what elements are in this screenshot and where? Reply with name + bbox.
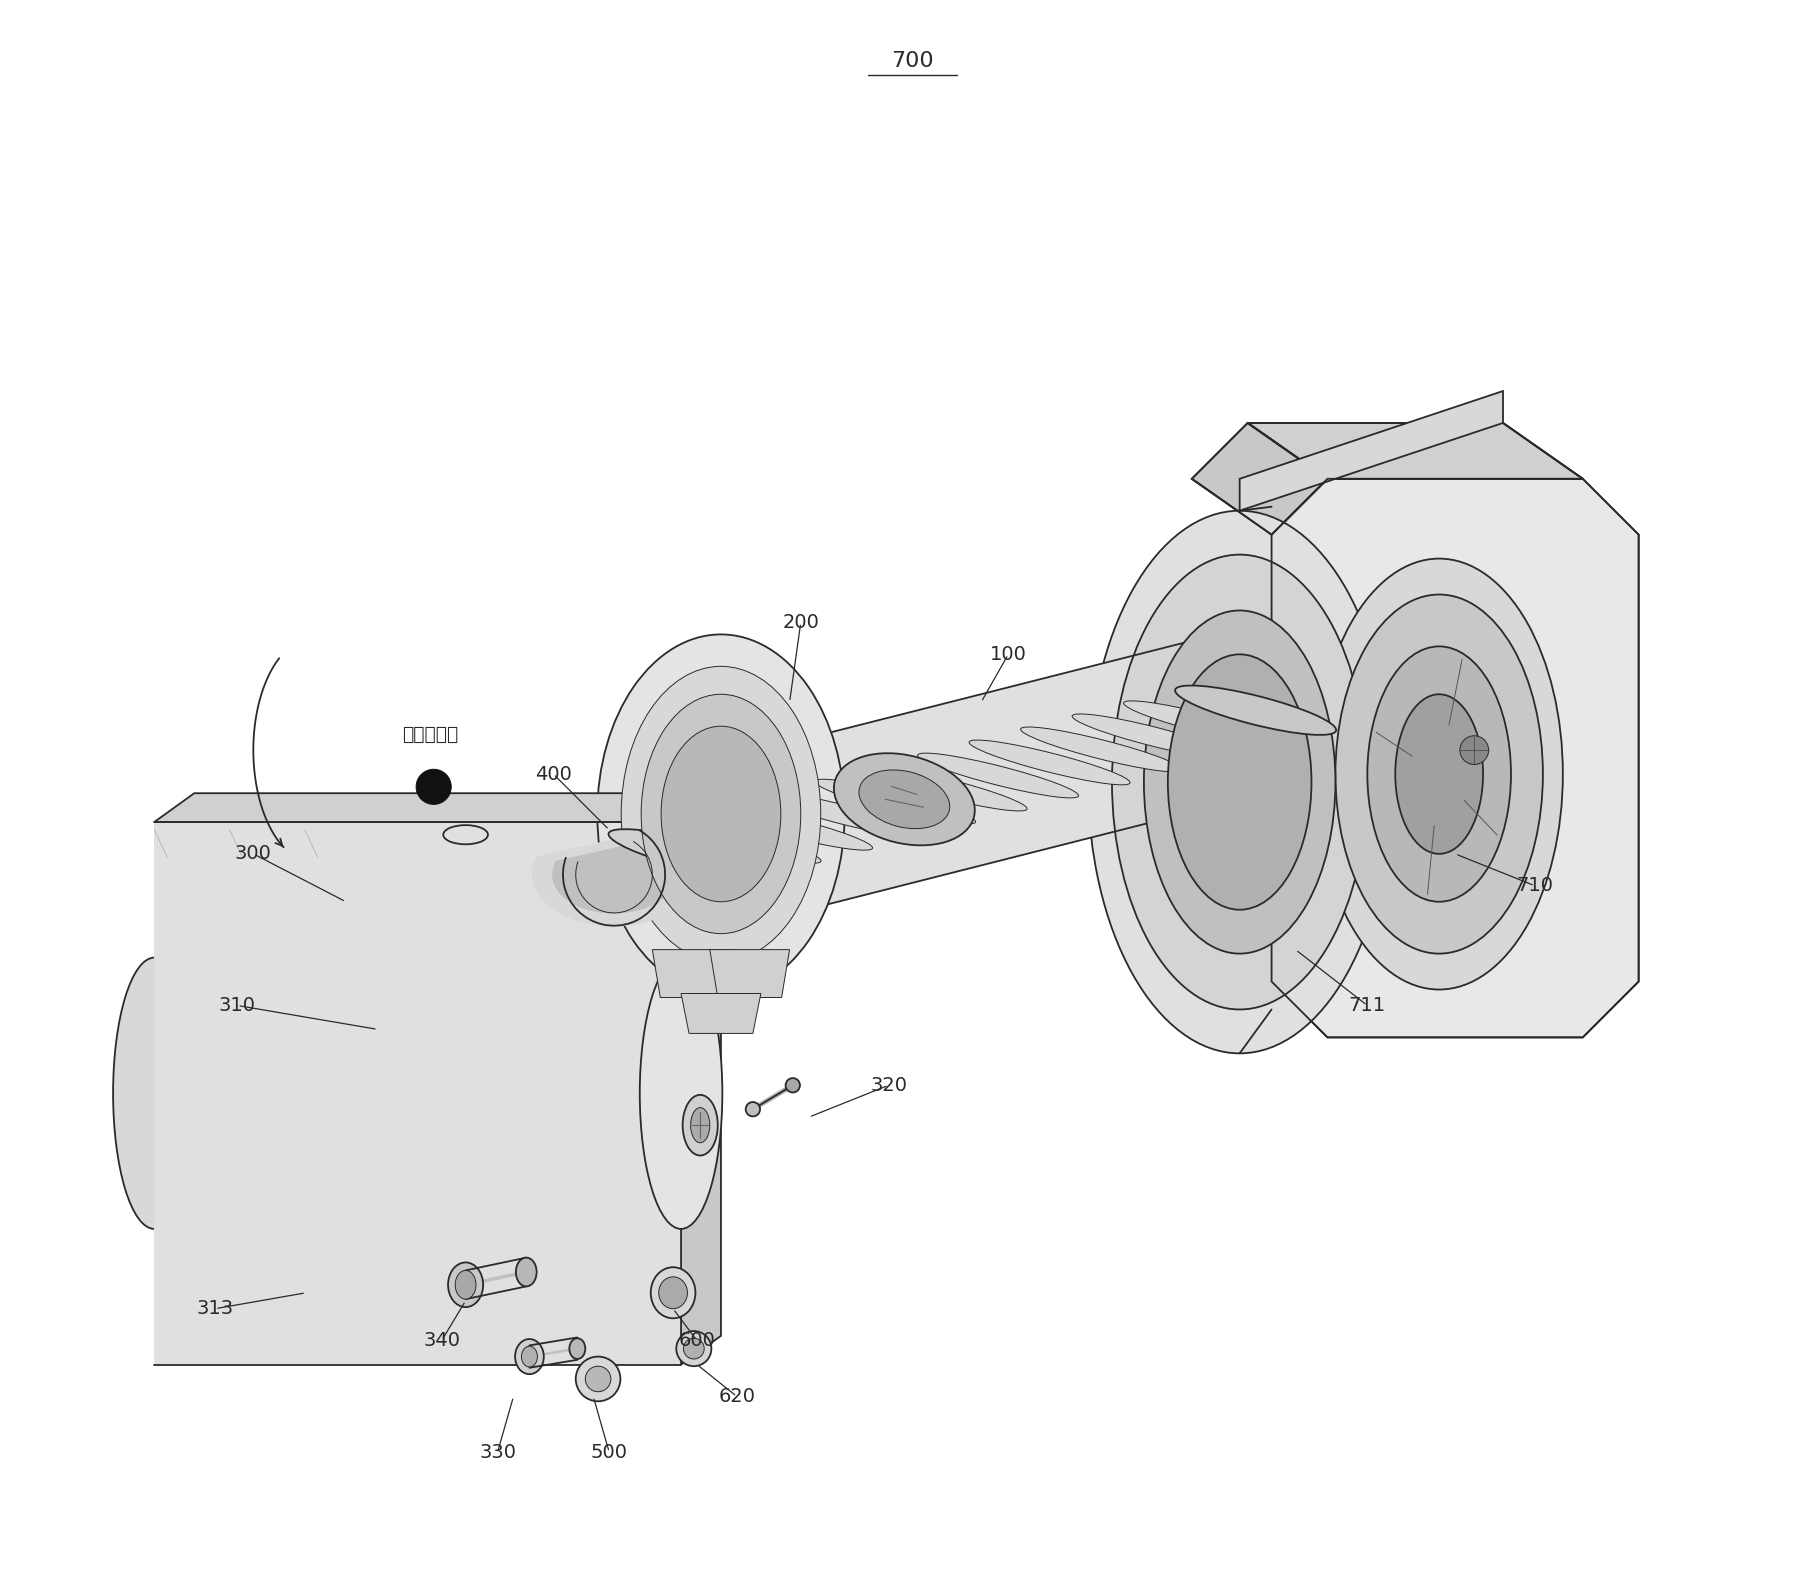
- Polygon shape: [154, 793, 722, 822]
- Polygon shape: [554, 841, 675, 913]
- Polygon shape: [1192, 423, 1328, 535]
- Text: 400: 400: [535, 764, 572, 784]
- Ellipse shape: [1020, 728, 1181, 772]
- Ellipse shape: [1460, 736, 1489, 764]
- Text: 500: 500: [592, 1443, 628, 1462]
- Ellipse shape: [1395, 694, 1483, 854]
- Polygon shape: [154, 822, 680, 1365]
- Ellipse shape: [114, 958, 195, 1229]
- Ellipse shape: [691, 1108, 709, 1143]
- Polygon shape: [680, 993, 762, 1034]
- Text: 711: 711: [1350, 996, 1386, 1015]
- Ellipse shape: [640, 958, 722, 1229]
- Polygon shape: [669, 630, 1275, 934]
- Ellipse shape: [1073, 713, 1234, 758]
- Ellipse shape: [1315, 559, 1563, 990]
- Text: 313: 313: [197, 1299, 233, 1318]
- Text: 340: 340: [423, 1331, 459, 1350]
- Text: 100: 100: [990, 645, 1028, 664]
- Text: 620: 620: [718, 1387, 756, 1406]
- Ellipse shape: [575, 1357, 620, 1401]
- Ellipse shape: [1368, 646, 1511, 902]
- Ellipse shape: [660, 819, 821, 863]
- Ellipse shape: [620, 667, 821, 961]
- Ellipse shape: [745, 1101, 760, 1117]
- Text: 600: 600: [678, 1331, 715, 1350]
- Polygon shape: [1248, 423, 1583, 479]
- Ellipse shape: [608, 830, 769, 878]
- Ellipse shape: [917, 753, 1078, 798]
- Ellipse shape: [867, 766, 1028, 811]
- Ellipse shape: [785, 1079, 800, 1092]
- Ellipse shape: [814, 779, 975, 824]
- Text: 310: 310: [219, 996, 255, 1015]
- Ellipse shape: [711, 806, 872, 851]
- Ellipse shape: [1113, 554, 1368, 1009]
- Ellipse shape: [1176, 686, 1337, 734]
- Ellipse shape: [449, 1262, 483, 1307]
- Text: 320: 320: [870, 1076, 906, 1095]
- Ellipse shape: [1143, 611, 1335, 953]
- Ellipse shape: [1087, 511, 1391, 1053]
- Polygon shape: [1239, 391, 1503, 511]
- Ellipse shape: [682, 1095, 718, 1156]
- Ellipse shape: [456, 1270, 476, 1299]
- Ellipse shape: [684, 1337, 704, 1358]
- Ellipse shape: [763, 792, 924, 836]
- Polygon shape: [532, 830, 696, 926]
- Ellipse shape: [660, 726, 781, 902]
- Polygon shape: [653, 950, 733, 998]
- Ellipse shape: [677, 1331, 711, 1366]
- Ellipse shape: [640, 694, 801, 934]
- Text: 330: 330: [479, 1443, 516, 1462]
- Text: 200: 200: [781, 613, 819, 632]
- Text: 700: 700: [892, 51, 933, 70]
- Ellipse shape: [658, 1277, 687, 1309]
- Ellipse shape: [970, 741, 1131, 785]
- Ellipse shape: [859, 769, 950, 828]
- Text: 逆时针方向: 逆时针方向: [402, 725, 458, 744]
- Ellipse shape: [597, 635, 845, 993]
- Ellipse shape: [586, 1366, 611, 1392]
- Polygon shape: [709, 950, 789, 998]
- Ellipse shape: [1123, 701, 1284, 745]
- Ellipse shape: [416, 769, 450, 804]
- Ellipse shape: [651, 1267, 695, 1318]
- Text: 300: 300: [235, 844, 271, 863]
- Polygon shape: [680, 793, 722, 1365]
- Ellipse shape: [570, 1337, 586, 1358]
- Polygon shape: [1272, 479, 1639, 1037]
- Ellipse shape: [1169, 654, 1312, 910]
- Ellipse shape: [516, 1258, 537, 1286]
- Ellipse shape: [521, 1345, 537, 1366]
- Ellipse shape: [516, 1339, 545, 1374]
- Ellipse shape: [1335, 595, 1543, 953]
- Text: 710: 710: [1516, 876, 1554, 895]
- Ellipse shape: [834, 753, 975, 846]
